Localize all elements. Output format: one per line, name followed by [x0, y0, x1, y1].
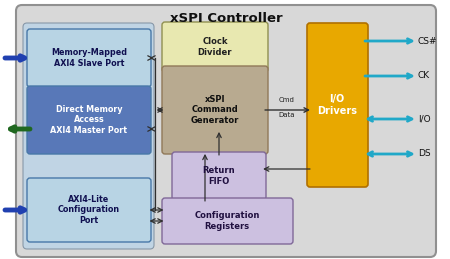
Text: AXI4-Lite
Configuration
Port: AXI4-Lite Configuration Port — [58, 195, 120, 225]
Text: DS: DS — [418, 149, 431, 159]
FancyBboxPatch shape — [27, 29, 151, 87]
Text: Data: Data — [279, 112, 295, 118]
FancyBboxPatch shape — [162, 66, 268, 154]
FancyBboxPatch shape — [162, 22, 268, 72]
Text: Cmd: Cmd — [279, 97, 295, 103]
Text: Direct Memory
Access
AXI4 Master Port: Direct Memory Access AXI4 Master Port — [50, 105, 127, 135]
Text: CK: CK — [418, 71, 430, 81]
Text: xSPI Controller: xSPI Controller — [170, 12, 282, 25]
FancyBboxPatch shape — [23, 23, 154, 249]
Text: Memory-Mapped
AXI4 Slave Port: Memory-Mapped AXI4 Slave Port — [51, 48, 127, 68]
FancyBboxPatch shape — [16, 5, 436, 257]
FancyBboxPatch shape — [307, 23, 368, 187]
Text: CS#: CS# — [418, 37, 437, 46]
FancyBboxPatch shape — [172, 152, 266, 200]
Text: Return
FIFO: Return FIFO — [202, 166, 235, 186]
Text: Clock
Divider: Clock Divider — [198, 37, 232, 57]
FancyBboxPatch shape — [27, 86, 151, 154]
Text: xSPI
Command
Generator: xSPI Command Generator — [191, 95, 239, 125]
FancyBboxPatch shape — [27, 178, 151, 242]
Text: Configuration
Registers: Configuration Registers — [194, 211, 260, 231]
Text: I/O
Drivers: I/O Drivers — [317, 94, 357, 116]
FancyBboxPatch shape — [162, 198, 293, 244]
Text: I/O: I/O — [418, 114, 431, 124]
